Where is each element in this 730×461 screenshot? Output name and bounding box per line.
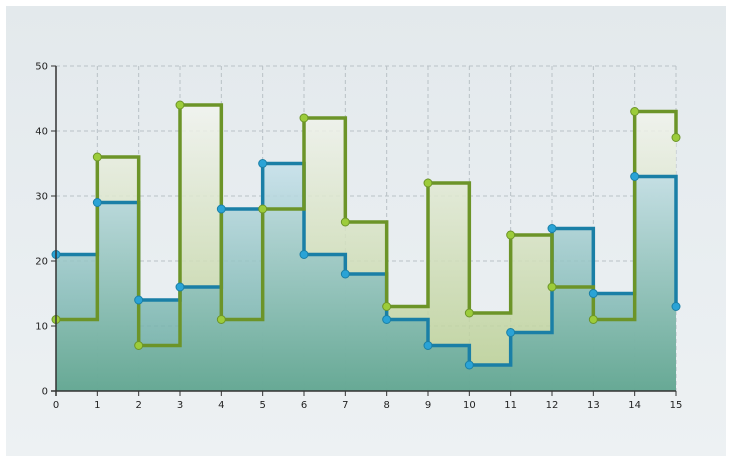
x-tick-label: 5 (259, 400, 265, 411)
data-point-s2-x10 (464, 308, 474, 318)
data-point-s2-x5 (258, 204, 268, 214)
x-tick-label: 10 (463, 400, 476, 411)
data-point-s1-x9 (423, 341, 433, 350)
data-point-s2-x14 (630, 107, 640, 116)
data-point-s2-x8 (382, 302, 392, 311)
x-tick-label: 1 (94, 400, 100, 411)
x-tick-label: 7 (342, 400, 348, 411)
data-point-s1-x7 (340, 269, 350, 279)
series-line-2 (56, 103, 678, 348)
data-point-s2-x7 (340, 217, 350, 227)
x-tick-label: 3 (177, 400, 183, 411)
x-tick-label: 15 (670, 400, 683, 411)
data-point-s1-x3 (175, 282, 185, 292)
data-point-s1-x15 (671, 302, 681, 311)
data-point-s2-x6 (299, 113, 309, 123)
data-point-s1-x14 (630, 172, 640, 181)
data-point-s2-x1 (92, 152, 102, 162)
x-tick-label: 9 (425, 400, 431, 411)
data-point-s1-x10 (464, 360, 474, 370)
data-point-s2-x3 (175, 100, 185, 110)
x-tick-label: 14 (628, 400, 641, 411)
data-point-s1-x12 (547, 224, 557, 233)
data-point-s2-x4 (216, 315, 226, 324)
data-point-s1-x1 (92, 198, 102, 207)
x-tick-label: 12 (546, 400, 559, 411)
y-tick-label: 20 (35, 257, 48, 268)
y-tick-label: 10 (35, 322, 48, 333)
data-point-s2-x9 (423, 178, 433, 188)
x-tick-label: 13 (587, 400, 600, 411)
data-point-s2-x13 (588, 315, 598, 324)
data-point-s1-x8 (382, 315, 392, 324)
data-point-s2-x15 (671, 133, 681, 142)
data-point-s1-x6 (299, 250, 309, 259)
x-tick-label: 8 (383, 400, 389, 411)
y-tick-label: 50 (35, 62, 48, 73)
data-point-s1-x4 (216, 204, 226, 214)
data-point-s1-x5 (258, 159, 268, 168)
data-point-s2-x12 (547, 282, 557, 292)
data-point-s1-x11 (506, 328, 516, 337)
y-tick-label: 0 (42, 387, 48, 398)
series-areas (56, 105, 676, 391)
x-tick-label: 0 (53, 400, 59, 411)
series-area-1 (56, 163, 676, 391)
x-tick-label: 4 (218, 400, 224, 411)
x-tick-label: 2 (135, 400, 141, 411)
y-tick-label: 40 (35, 127, 48, 138)
series-lines (56, 103, 678, 367)
series-markers (51, 100, 681, 370)
data-point-s2-x11 (506, 230, 516, 240)
data-point-s1-x2 (134, 295, 144, 305)
x-tick-label: 6 (301, 400, 307, 411)
data-point-s1-x13 (588, 289, 598, 298)
data-point-s2-x2 (134, 341, 144, 350)
y-tick-label: 30 (35, 192, 48, 203)
x-tick-label: 11 (504, 400, 517, 411)
